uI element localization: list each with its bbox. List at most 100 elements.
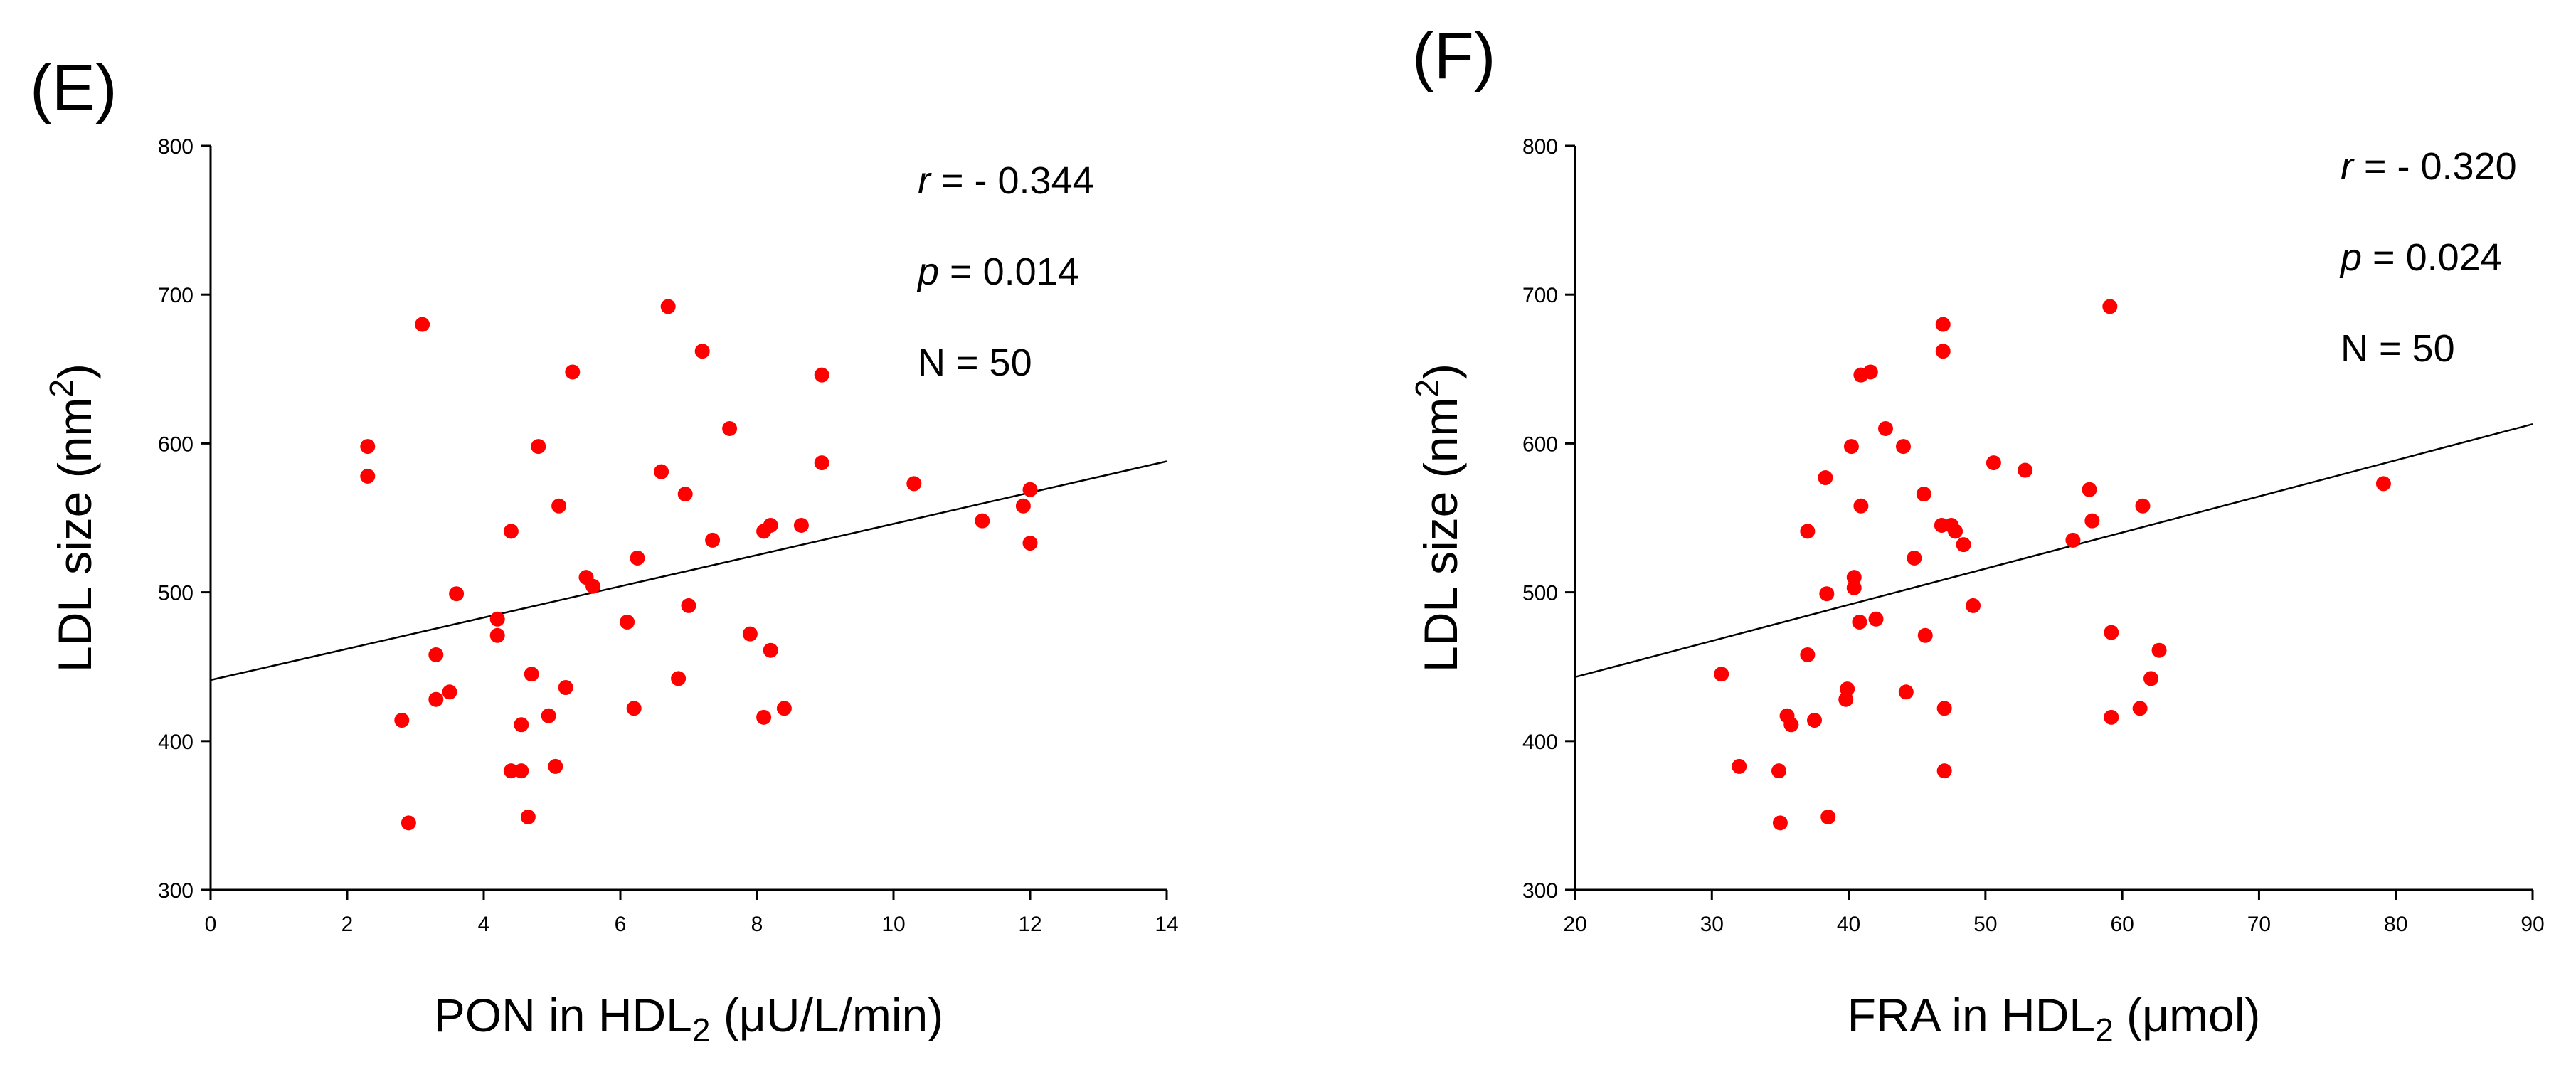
panel-f-y-tick-label: 300 xyxy=(1522,879,1558,903)
panel-e-x-tick-label: 2 xyxy=(341,913,354,936)
panel-f-y-tick-label: 800 xyxy=(1522,135,1558,159)
panel-f-data-point xyxy=(1820,809,1836,824)
panel-f-regression-line xyxy=(1574,423,2533,679)
panel-e-data-point xyxy=(514,763,529,779)
panel-e-stats: r = - 0.344 p = 0.014 N = 50 xyxy=(916,159,1094,384)
panel-f-data-point xyxy=(2132,701,2148,716)
panel-f-data-point xyxy=(1800,524,1816,539)
panel-e-y-tick-label: 700 xyxy=(158,284,194,307)
panel-f-data-point xyxy=(2102,299,2118,314)
panel-f-data-point xyxy=(2065,532,2081,548)
panel-f-data-point xyxy=(1907,550,1922,566)
panel-f-data-point xyxy=(1935,344,1951,359)
panel-e-x-tick-label: 4 xyxy=(478,913,490,936)
panel-f-stats: r = - 0.320 p = 0.024 N = 50 xyxy=(2339,145,2517,370)
panel-f-data-point xyxy=(1783,717,1799,733)
panel-f-x-ticks: 20 30 40 50 60 70 80 90 xyxy=(1563,890,2545,936)
panel-f-x-tick-label: 20 xyxy=(1563,913,1586,936)
panel-f-data-point xyxy=(2018,462,2033,478)
panel-f-data-point xyxy=(1917,627,1933,643)
panel-e-data-point xyxy=(681,598,696,613)
panel-e-data-point xyxy=(524,667,539,682)
panel-e-data-point xyxy=(428,647,444,662)
panel-e-data-point xyxy=(401,815,416,831)
panel-f-data-point xyxy=(1895,439,1911,455)
panel-e-data-point xyxy=(531,439,546,455)
panel-f-y-tick-label: 700 xyxy=(1522,284,1558,307)
panel-e-data-point xyxy=(620,614,635,630)
panel-e-data-point xyxy=(626,701,642,716)
panel-f-data-point xyxy=(1862,364,1878,380)
panel-e-y-tick-label: 500 xyxy=(158,582,194,605)
panel-f-data-point xyxy=(1868,611,1884,627)
panel-f-data-point xyxy=(1948,524,1963,539)
panel-e-data-point xyxy=(763,642,778,658)
panel-e-p-stat: p = 0.014 xyxy=(916,250,1079,293)
panel-e-data-point xyxy=(551,498,567,514)
panel-e-data-point xyxy=(428,691,444,707)
panel-e-x-axis-title: PON in HDL2 (μU/L/min) xyxy=(434,989,943,1049)
panel-f-data-point xyxy=(2082,482,2097,497)
panel-e-data-point xyxy=(442,684,457,700)
panel-f-data-point xyxy=(1800,647,1816,662)
panel-e-points xyxy=(360,299,1038,831)
panel-e-data-point xyxy=(585,578,601,594)
panel-f-data-point xyxy=(1714,667,1729,682)
panel-f-data-point xyxy=(1877,420,1893,436)
panel-e-data-point xyxy=(520,809,536,824)
panel-f-x-tick-label: 60 xyxy=(2110,913,2134,936)
panel-e-data-point xyxy=(565,364,581,380)
panel-f-data-point xyxy=(1846,570,1862,585)
panel-e-data-point xyxy=(694,344,710,359)
panel-e-data-point xyxy=(763,517,778,533)
panel-e-regression-line xyxy=(210,460,1167,681)
panel-e-data-point xyxy=(742,626,758,642)
panel-f-data-point xyxy=(1772,815,1788,831)
panel-e-data-point xyxy=(360,468,376,484)
panel-f-x-tick-label: 40 xyxy=(1837,913,1860,936)
panel-e-data-point xyxy=(677,487,693,502)
panel-e-y-tick-label: 800 xyxy=(158,135,194,159)
panel-e-x-tick-label: 12 xyxy=(1018,913,1041,936)
panel-f-data-point xyxy=(2104,709,2119,725)
panel-e-data-point xyxy=(394,713,410,728)
panel-f-data-point xyxy=(1843,439,1859,455)
panel-f-axes xyxy=(1574,146,2533,891)
panel-f-data-point xyxy=(1956,537,1971,553)
panel-f-data-point xyxy=(1840,681,1855,697)
panel-e-data-point xyxy=(503,763,519,779)
panel-f-y-tick-label: 400 xyxy=(1522,731,1558,754)
panel-label-f: (F) xyxy=(1412,20,1495,92)
panel-e-x-tick-label: 8 xyxy=(751,913,763,936)
panel-e-data-point xyxy=(1015,498,1031,514)
panel-f-n-stat: N = 50 xyxy=(2341,327,2455,370)
panel-e-data-point xyxy=(1022,536,1038,551)
panel-e-data-point xyxy=(558,679,573,695)
panel-f-x-tick-label: 90 xyxy=(2521,913,2544,936)
panel-e-data-point xyxy=(776,701,792,716)
panel-f-data-point xyxy=(1852,614,1867,630)
panel-e-data-point xyxy=(630,550,645,566)
panel-e-y-ticks: 300 400 500 600 700 800 xyxy=(158,135,211,903)
panel-e-data-point xyxy=(449,586,465,602)
panel-e-data-point xyxy=(975,513,990,529)
panel-e: (E) 0 2 4 6 8 10 12 14 300 400 500 600 700 800 PON i… xyxy=(30,52,1179,1049)
panel-f-data-point xyxy=(2104,625,2119,640)
panel-f-data-point xyxy=(2143,671,2159,686)
panel-f-data-point xyxy=(1936,701,1952,716)
panel-e-n-stat: N = 50 xyxy=(918,341,1032,384)
panel-e-data-point xyxy=(756,709,772,725)
panel-f-r-stat: r = - 0.320 xyxy=(2341,145,2517,188)
panel-f-data-point xyxy=(1771,763,1787,779)
panel-f-x-axis-title: FRA in HDL2 (μmol) xyxy=(1848,989,2261,1049)
panel-f: (F) 20 30 40 50 60 70 80 90 300400500600700800 … xyxy=(1409,20,2545,1049)
panel-e-y-axis-title: LDL size (nm2) xyxy=(43,363,101,672)
panel-e-x-tick-label: 0 xyxy=(205,913,217,936)
panel-e-data-point xyxy=(906,476,922,492)
panel-e-data-point xyxy=(705,532,721,548)
panel-f-p-stat: p = 0.024 xyxy=(2339,236,2502,279)
panel-f-y-ticks: 300 400 500 600 700 800 xyxy=(1522,135,1575,903)
panel-e-data-point xyxy=(503,524,519,539)
panel-e-data-point xyxy=(814,455,829,471)
panel-f-data-point xyxy=(2135,498,2151,514)
